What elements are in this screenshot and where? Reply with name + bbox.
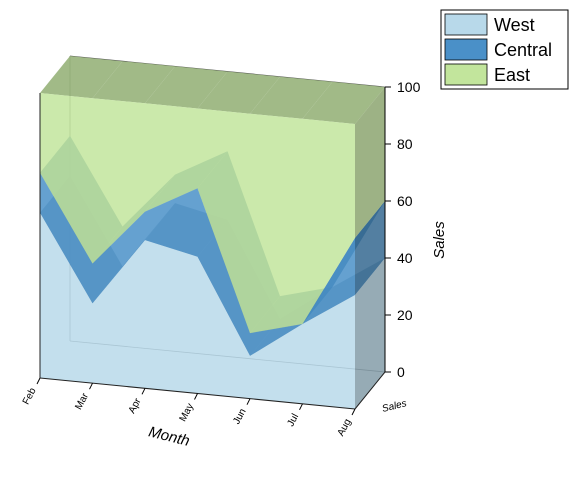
legend-label-central: Central [494,40,552,60]
x-tick-may [194,393,198,400]
x-tick-feb [36,377,41,385]
x-tick-jul [299,403,303,411]
x-tick-label-mar: Mar [73,391,91,412]
y-tick-label-20: 20 [397,307,413,323]
series-central-side [355,201,385,295]
series-east-front [40,93,355,334]
legend-swatch-east [444,63,488,86]
series-east-side [355,87,385,238]
x-tick-label-apr: Apr [127,396,144,415]
x-tick-label-jun: Jun [231,407,248,426]
y-tick-label-40: 40 [397,250,413,266]
legend: West Central East [440,9,569,90]
y-tick-label-100: 100 [397,79,421,95]
series-east-top-segment-1 [92,61,175,104]
x-tick-label-feb: Feb [21,386,39,407]
series-east-top-segment-4 [250,76,333,119]
series-east-top-segment-5 [302,81,385,124]
y-axis: Sales 0 20 40 60 80 100 [384,79,448,380]
x-tick-apr [141,388,146,395]
series-east-top-segment-0 [40,56,123,99]
x-tick-aug [351,408,356,416]
legend-label-west: West [494,15,535,35]
floor-right-edge [354,371,386,410]
x-axis-title: Month [147,423,192,450]
series-west-side [355,258,385,409]
area-series-group [40,56,385,409]
z-axis-label: Sales [381,398,408,415]
x-tick-mar [89,382,93,390]
y-tick-label-80: 80 [397,136,413,152]
series-east-top-segment-2 [145,66,228,109]
series-central-front [40,172,355,356]
legend-swatch-central [444,38,488,61]
legend-swatch-west [444,13,488,36]
x-tick-label-aug: Aug [336,417,354,438]
x-tick-label-jul: Jul [285,412,301,428]
series-east-top-segment-3 [197,71,280,114]
x-tick-jun [246,398,251,405]
y-tick-label-60: 60 [397,193,413,209]
x-tick-label-may: May [178,402,197,424]
legend-label-east: East [494,65,530,85]
y-tick-label-0: 0 [397,364,405,380]
y-axis-title: Sales [431,221,448,259]
series-west-front [40,212,355,409]
